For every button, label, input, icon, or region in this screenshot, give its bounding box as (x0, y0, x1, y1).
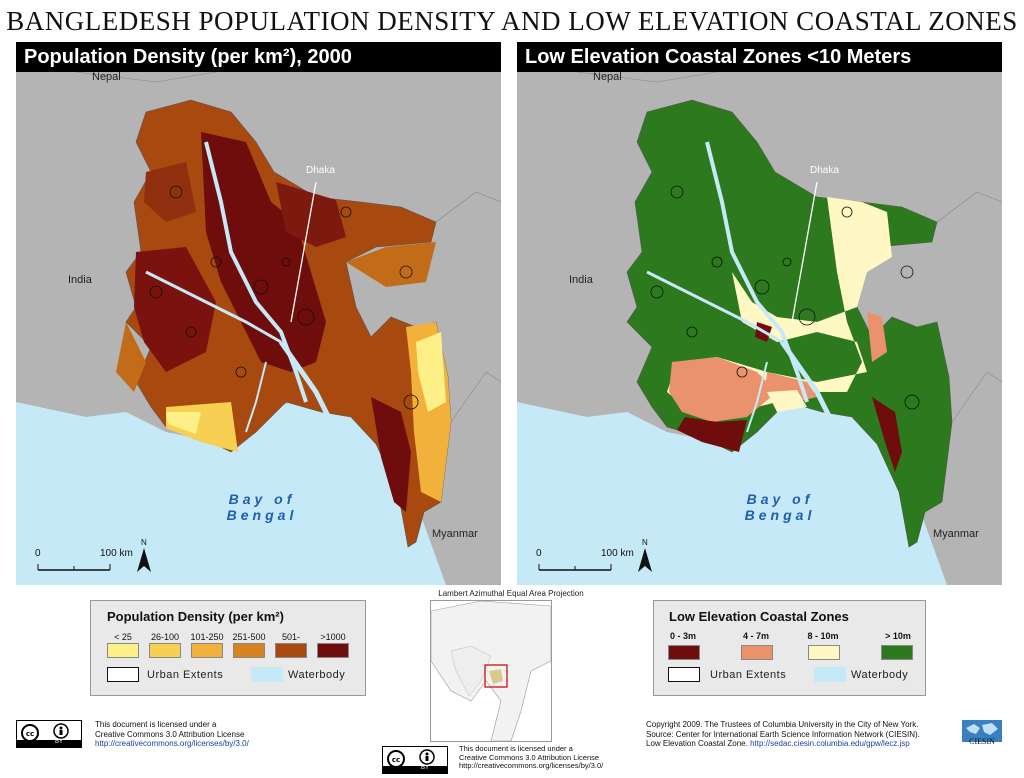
density-class-over-1000 (201, 132, 326, 372)
dhaka-label: Dhaka (810, 165, 839, 176)
dhaka-pointer (290, 181, 317, 323)
left-map-header: Population Density (per km²), 2000 (16, 42, 501, 72)
density-swatch (233, 643, 265, 658)
urban-extents (149, 185, 419, 410)
urban-extents-swatch (107, 667, 139, 682)
lecz-class-label: 8 - 10m (807, 631, 839, 641)
scale-end: 100 km (100, 548, 133, 559)
urban-extents-swatch (668, 667, 700, 682)
dhaka-label: Dhaka (306, 165, 335, 176)
lecz-map-graphic (517, 72, 1002, 585)
north-label: N (642, 538, 648, 547)
waterbody-swatch (814, 667, 846, 682)
projection-label: Lambert Azimuthal Equal Area Projection (438, 589, 584, 598)
india-label: India (569, 274, 593, 286)
density-class-label: 26-100 (150, 632, 180, 642)
population-density-map[interactable]: Nepal India Dhaka Myanmar Bay of Bengal 0… (16, 72, 501, 585)
density-legend: Population Density (per km²) < 25 26-100… (90, 600, 366, 696)
north-label: N (141, 538, 147, 547)
nepal-label: Nepal (92, 72, 121, 83)
scale-bar (37, 564, 111, 571)
bay-of-bengal-water (16, 392, 446, 585)
density-class-label: >1000 (320, 632, 346, 642)
density-legend-title: Population Density (per km²) (107, 609, 284, 624)
lecz-swatch (808, 645, 840, 660)
nepal-label: Nepal (593, 72, 622, 83)
lecz-map[interactable]: Nepal India Dhaka Myanmar Bay of Bengal 0… (517, 72, 1002, 585)
waterbody-label: Waterbody (288, 669, 346, 681)
scale-zero: 0 (35, 548, 41, 559)
svg-text:cc: cc (392, 756, 400, 764)
density-class-label: 251-500 (232, 632, 266, 642)
lecz-link[interactable]: http://sedac.ciesin.columbia.edu/gpw/lec… (750, 739, 910, 748)
locator-inset-map (430, 600, 552, 742)
density-swatch (317, 643, 349, 658)
license-link[interactable]: http://creativecommons.org/licenses/by/3… (95, 739, 249, 748)
myanmar-label: Myanmar (432, 528, 478, 540)
lecz-legend: Low Elevation Coastal Zones 0 - 3m 4 - 7… (653, 600, 926, 696)
dhaka-pointer (791, 181, 818, 323)
cc-by-badge[interactable]: cc BY (382, 746, 448, 774)
north-arrow (638, 548, 652, 572)
license-left: This document is licensed under a Creati… (95, 720, 249, 748)
lecz-class-label: 4 - 7m (742, 631, 769, 641)
bay-label: Bay of Bengal (226, 491, 298, 523)
cc-by-text: BY (55, 739, 64, 745)
bay-label: Bay of Bengal (744, 491, 816, 523)
density-swatch (149, 643, 181, 658)
license-center: This document is licensed under a Creati… (459, 744, 604, 770)
svg-text:cc: cc (26, 730, 34, 738)
lecz-legend-title: Low Elevation Coastal Zones (669, 609, 849, 624)
waterbody-label: Waterbody (851, 669, 909, 681)
lecz-class-label: > 10m (885, 631, 911, 641)
density-swatch (275, 643, 307, 658)
urban-extents (650, 185, 920, 410)
copyright-line: Copyright 2009. The Trustees of Columbia… (646, 720, 919, 729)
density-swatch (107, 643, 139, 658)
lecz-swatch (741, 645, 773, 660)
river (705, 141, 809, 403)
north-arrow (137, 548, 151, 572)
lecz-class-label: 0 - 3m (669, 631, 696, 641)
density-class-label: 101-250 (190, 632, 224, 642)
source-line: Source: Center for International Earth S… (646, 729, 920, 739)
lecz-4-7m (669, 357, 777, 422)
scale-end: 100 km (601, 548, 634, 559)
main-title: BANGLEDESH POPULATION DENSITY AND LOW EL… (6, 6, 1018, 36)
scale-bar (538, 564, 612, 571)
urban-extents-label: Urban Extents (710, 669, 787, 681)
lecz-swatch (668, 645, 700, 660)
lecz-0-3m (677, 417, 747, 452)
density-class-label: < 25 (114, 632, 132, 642)
cc-by-badge[interactable]: cc BY (16, 720, 82, 748)
bay-of-bengal-water (517, 392, 947, 585)
scale-zero: 0 (536, 548, 542, 559)
ciesin-logo: CIESIN (962, 720, 1002, 746)
density-map-graphic (16, 72, 501, 585)
bangladesh-locator-box (484, 664, 508, 688)
urban-extents-label: Urban Extents (147, 669, 224, 681)
lecz-swatch (881, 645, 913, 660)
myanmar-label: Myanmar (933, 528, 979, 540)
waterbody-swatch (251, 667, 283, 682)
river (204, 141, 308, 403)
cc-by-text: BY (421, 765, 430, 771)
india-label: India (68, 274, 92, 286)
right-map-header: Low Elevation Coastal Zones <10 Meters (517, 42, 1002, 72)
copyright-block: Copyright 2009. The Trustees of Columbia… (646, 720, 964, 749)
density-swatch (191, 643, 223, 658)
